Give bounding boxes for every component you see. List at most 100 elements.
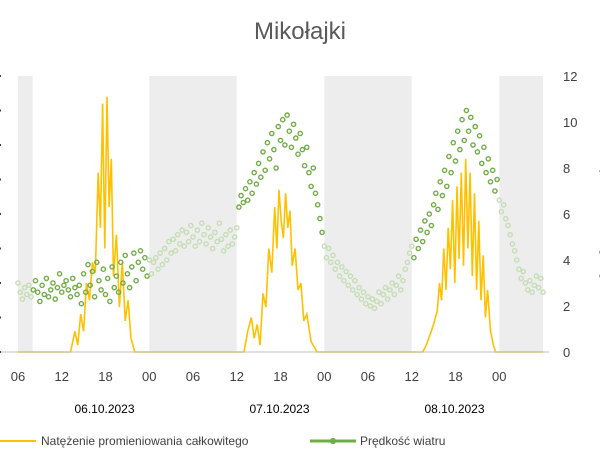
y1-tick-stub (0, 351, 1, 353)
wind-point (218, 236, 225, 243)
wind-point (113, 273, 120, 279)
wind-point (297, 130, 304, 137)
wind-point (426, 211, 433, 217)
y1-tick-stub (0, 109, 1, 112)
wind-point (264, 139, 271, 146)
wind-point (492, 188, 498, 194)
wind-point (69, 275, 76, 282)
wind-point (56, 270, 63, 277)
wind-point (94, 259, 100, 266)
x-tick-label: 18 (448, 369, 462, 384)
wind-point (417, 227, 424, 233)
wind-point (52, 296, 59, 302)
wind-point (314, 201, 321, 208)
wind-point (39, 282, 45, 289)
wind-point (212, 229, 218, 236)
wind-point (330, 252, 336, 259)
wind-point (220, 247, 227, 254)
wind-point (463, 107, 470, 114)
wind-point (30, 287, 37, 293)
wind-point (242, 185, 249, 192)
x-tick-label: 00 (142, 369, 156, 384)
wind-point (23, 291, 30, 298)
wind-point (303, 144, 310, 151)
wind-point (247, 178, 253, 185)
wind-point (28, 293, 34, 300)
wind-point (422, 218, 428, 224)
wind-point (91, 293, 98, 300)
irradiance-line (18, 96, 543, 353)
wind-point (343, 268, 349, 275)
wind-point (505, 222, 511, 229)
wind-point (183, 229, 190, 236)
wind-point (163, 257, 170, 263)
wind-point (34, 289, 41, 296)
wind-point (137, 247, 144, 254)
x-tick-label: 18 (98, 369, 112, 384)
wind-point (251, 169, 257, 176)
wind-point (148, 270, 155, 277)
wind-point (415, 245, 422, 252)
wind-point (518, 275, 524, 282)
wind-point (393, 282, 400, 289)
wind-point (284, 112, 290, 118)
wind-point (190, 234, 196, 240)
wind-point (120, 280, 126, 286)
wind-point (295, 151, 301, 157)
wind-point (240, 199, 247, 206)
wind-point (98, 287, 104, 293)
wind-point (78, 300, 85, 307)
wind-point (89, 268, 96, 275)
wind-point (395, 273, 402, 279)
wind-point (516, 266, 522, 273)
wind-point (290, 121, 297, 128)
wind-point (194, 227, 201, 233)
wind-point (61, 282, 67, 289)
wind-point (142, 254, 148, 261)
wind-point (360, 289, 367, 296)
wind-point (26, 282, 32, 289)
wind-point (198, 220, 205, 226)
wind-point (312, 190, 319, 197)
wind-point (459, 116, 465, 123)
wind-point (509, 241, 516, 247)
date-label: 07.10.2023 (249, 402, 309, 416)
wind-point (273, 165, 279, 171)
chart-title: Mikołajki (253, 18, 346, 45)
night-band (324, 76, 412, 352)
wind-point (229, 241, 236, 247)
wind-point (524, 287, 531, 293)
wind-point (76, 282, 83, 289)
wind-point (349, 287, 356, 293)
wind-point (467, 114, 474, 121)
wind-point (203, 241, 209, 247)
x-tick-label: 18 (273, 369, 287, 384)
wind-point (72, 284, 78, 291)
wind-point (155, 266, 161, 273)
wind-point (268, 130, 275, 137)
wind-point (124, 270, 131, 277)
wind-point (253, 181, 260, 187)
wind-point (432, 190, 439, 197)
wind-point (325, 245, 332, 252)
wind-point (535, 284, 542, 291)
wind-point (37, 298, 43, 305)
wind-point (378, 300, 384, 307)
wind-point (292, 135, 299, 141)
wind-point (139, 266, 146, 273)
wind-point (266, 155, 273, 162)
x-tick-label: 06 (186, 369, 200, 384)
wind-point (500, 201, 507, 208)
wind-point (111, 284, 118, 291)
wind-point (174, 231, 181, 238)
wind-point (437, 178, 444, 185)
wind-point (249, 190, 255, 197)
wind-point (231, 234, 238, 240)
wind-point (236, 204, 242, 210)
wind-point (540, 289, 546, 296)
wind-point (371, 305, 378, 312)
wind-point (452, 158, 459, 164)
legend-irradiance-label: Natężenie promieniowania całkowitego (41, 434, 249, 448)
y2-tick-label: 2 (563, 299, 570, 314)
y1-tick-stub (0, 75, 1, 77)
